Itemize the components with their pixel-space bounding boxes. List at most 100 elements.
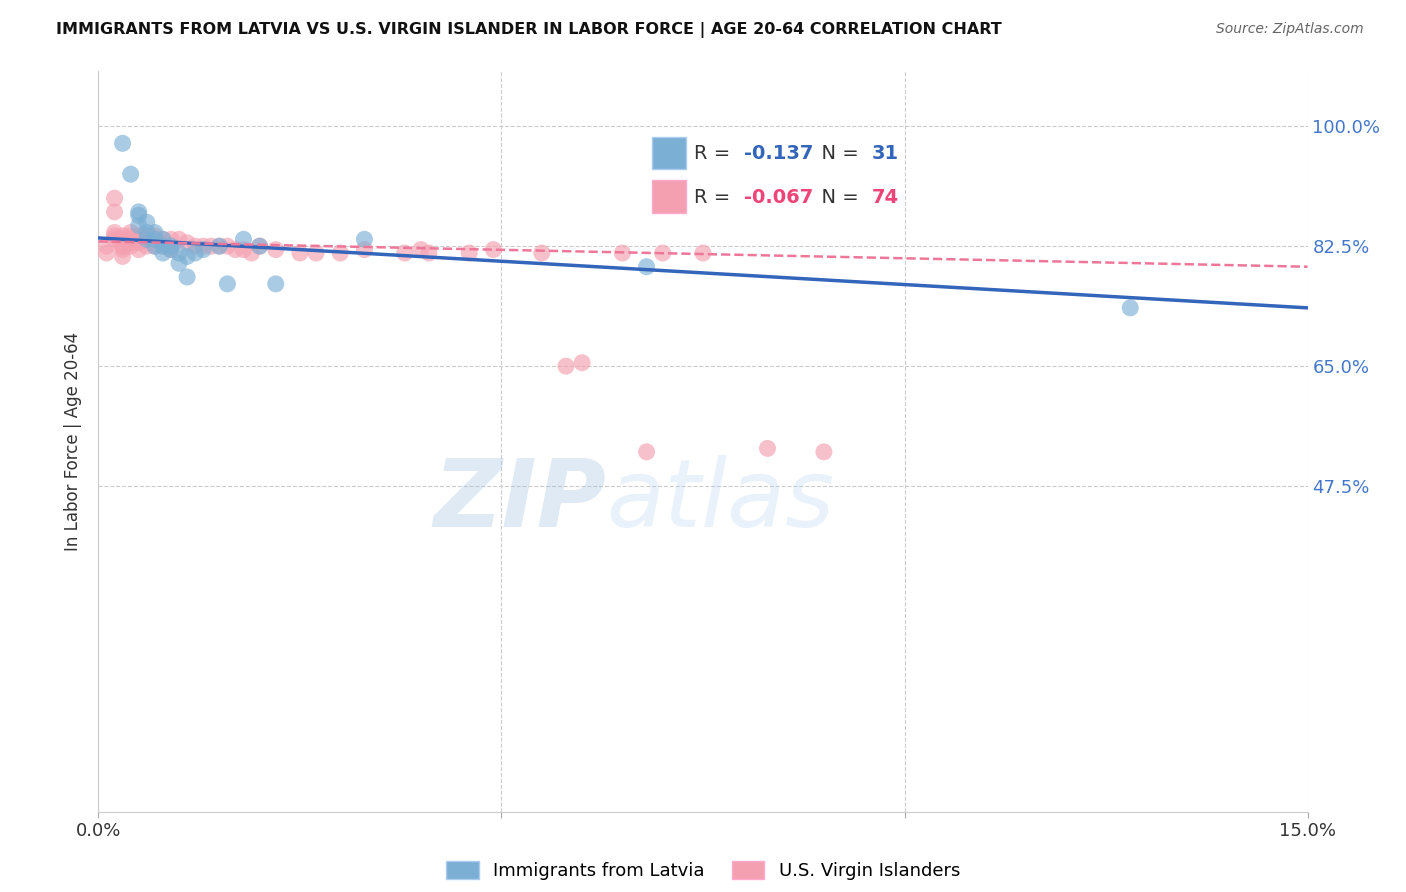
- Point: [152, 232, 174, 246]
- Point: [111, 250, 134, 264]
- Point: [353, 243, 375, 257]
- Point: [200, 239, 222, 253]
- Point: [111, 239, 134, 253]
- Point: [128, 235, 150, 250]
- Point: [167, 232, 190, 246]
- Point: [143, 239, 166, 253]
- Text: IMMIGRANTS FROM LATVIA VS U.S. VIRGIN ISLANDER IN LABOR FORCE | AGE 20-64 CORREL: IMMIGRANTS FROM LATVIA VS U.S. VIRGIN IS…: [56, 22, 1002, 38]
- Point: [224, 243, 246, 257]
- Point: [813, 445, 835, 459]
- Point: [111, 228, 134, 243]
- Point: [120, 226, 142, 240]
- Point: [394, 246, 416, 260]
- Point: [160, 243, 183, 257]
- Point: [152, 246, 174, 260]
- Point: [135, 226, 157, 240]
- Text: 31: 31: [872, 144, 898, 162]
- Text: R =: R =: [695, 187, 737, 207]
- Point: [103, 232, 125, 246]
- Point: [135, 228, 157, 243]
- Point: [176, 235, 198, 250]
- Point: [120, 228, 142, 243]
- FancyBboxPatch shape: [652, 136, 686, 169]
- Point: [409, 243, 432, 257]
- Point: [288, 246, 311, 260]
- Point: [111, 239, 134, 253]
- Text: Source: ZipAtlas.com: Source: ZipAtlas.com: [1216, 22, 1364, 37]
- Point: [120, 167, 142, 181]
- Point: [232, 243, 254, 257]
- Point: [555, 359, 578, 373]
- Point: [111, 232, 134, 246]
- Point: [128, 208, 150, 222]
- Point: [167, 256, 190, 270]
- Point: [232, 232, 254, 246]
- Point: [152, 232, 174, 246]
- Point: [636, 445, 658, 459]
- Point: [103, 226, 125, 240]
- Point: [176, 250, 198, 264]
- Point: [128, 228, 150, 243]
- Point: [571, 356, 593, 370]
- Point: [128, 243, 150, 257]
- Point: [143, 232, 166, 246]
- Y-axis label: In Labor Force | Age 20-64: In Labor Force | Age 20-64: [65, 332, 83, 551]
- Point: [264, 277, 287, 291]
- Point: [329, 246, 352, 260]
- FancyBboxPatch shape: [652, 180, 686, 213]
- Point: [176, 270, 198, 285]
- Text: atlas: atlas: [606, 455, 835, 546]
- Point: [458, 246, 481, 260]
- Point: [636, 260, 658, 274]
- Point: [305, 246, 328, 260]
- Point: [418, 246, 440, 260]
- Text: R =: R =: [695, 144, 737, 162]
- Point: [160, 243, 183, 257]
- Point: [120, 239, 142, 253]
- Point: [135, 232, 157, 246]
- Point: [1119, 301, 1142, 315]
- Point: [143, 226, 166, 240]
- Point: [353, 232, 375, 246]
- Point: [249, 239, 271, 253]
- Point: [135, 215, 157, 229]
- Point: [612, 246, 634, 260]
- Point: [128, 205, 150, 219]
- Point: [111, 136, 134, 151]
- Point: [152, 239, 174, 253]
- Point: [128, 232, 150, 246]
- Point: [167, 246, 190, 260]
- Point: [184, 246, 207, 260]
- Point: [96, 246, 118, 260]
- Point: [120, 235, 142, 250]
- Point: [103, 205, 125, 219]
- Point: [208, 239, 231, 253]
- Point: [530, 246, 553, 260]
- Point: [249, 239, 271, 253]
- Point: [217, 239, 239, 253]
- Point: [152, 239, 174, 253]
- Point: [184, 239, 207, 253]
- Point: [264, 243, 287, 257]
- Point: [651, 246, 673, 260]
- Text: ZIP: ZIP: [433, 455, 606, 547]
- Point: [692, 246, 714, 260]
- Text: -0.067: -0.067: [744, 187, 813, 207]
- Point: [482, 243, 505, 257]
- Point: [240, 246, 263, 260]
- Point: [128, 219, 150, 233]
- Text: N =: N =: [808, 187, 865, 207]
- Point: [160, 239, 183, 253]
- Point: [96, 239, 118, 253]
- Text: N =: N =: [808, 144, 865, 162]
- Point: [193, 243, 215, 257]
- Point: [103, 228, 125, 243]
- Point: [217, 277, 239, 291]
- Text: -0.137: -0.137: [744, 144, 813, 162]
- Point: [756, 442, 779, 456]
- Point: [135, 232, 157, 246]
- Point: [135, 239, 157, 253]
- Point: [193, 239, 215, 253]
- Point: [208, 239, 231, 253]
- Legend: Immigrants from Latvia, U.S. Virgin Islanders: Immigrants from Latvia, U.S. Virgin Isla…: [439, 854, 967, 888]
